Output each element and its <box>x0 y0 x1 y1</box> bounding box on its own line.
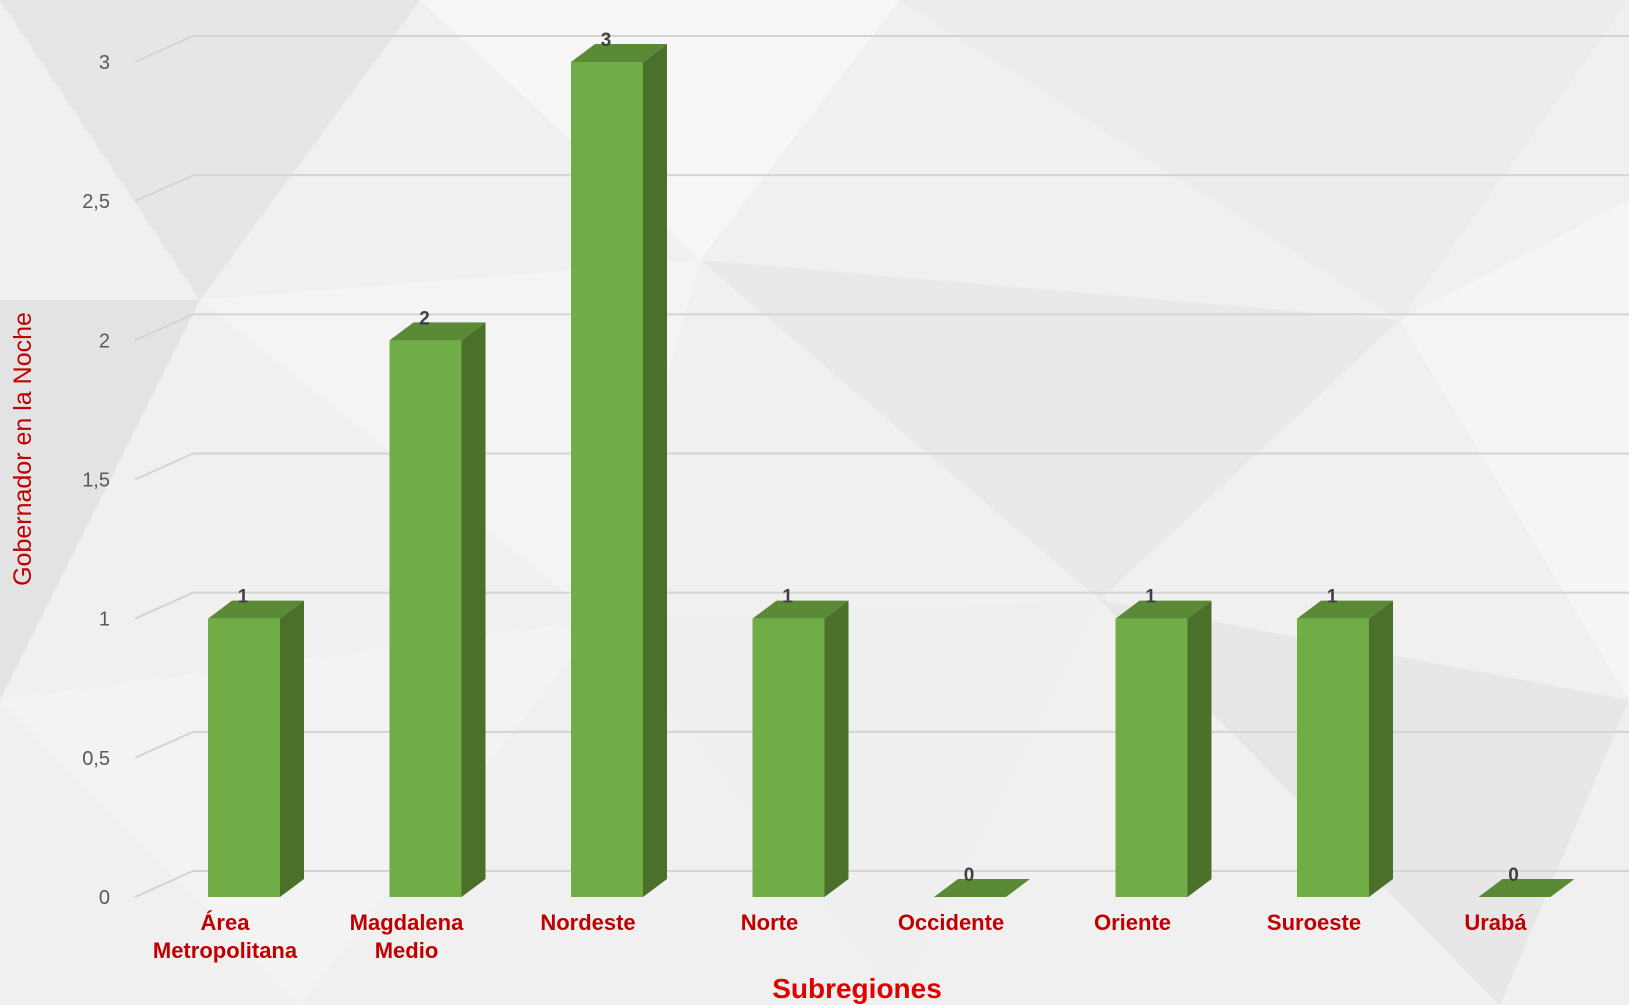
bar-front <box>1297 618 1369 897</box>
data-label: 1 <box>782 587 793 608</box>
x-axis-title: Subregiones <box>772 973 942 1004</box>
bar-top <box>1115 600 1212 619</box>
bar-front <box>752 618 825 897</box>
bar <box>752 600 849 897</box>
y-tick-label: 1,5 <box>82 470 110 492</box>
bar-side <box>280 600 304 897</box>
y-tick-label: 1 <box>99 609 110 631</box>
bar-top <box>389 322 486 341</box>
bar <box>389 322 486 897</box>
bars <box>208 44 1575 897</box>
bar <box>934 879 1030 897</box>
bar-side <box>824 600 849 897</box>
bar-top <box>1478 879 1575 897</box>
data-label: 2 <box>419 308 430 329</box>
gridline-diagonal <box>134 591 194 620</box>
y-tick-label: 0 <box>99 887 110 909</box>
x-tick-label: Urabá <box>1464 910 1527 935</box>
bar-side <box>1369 600 1393 897</box>
y-tick-label: 0,5 <box>82 748 110 770</box>
x-tick-label: Área Metropolitana <box>153 910 298 963</box>
gridline-diagonal <box>134 452 194 481</box>
bar-top <box>1297 600 1393 619</box>
data-label: 1 <box>1145 587 1156 608</box>
bar-side <box>643 44 667 897</box>
data-label: 1 <box>238 587 249 608</box>
y-tick-label: 3 <box>99 52 110 74</box>
y-axis-title: Gobernador en la Noche <box>9 312 37 586</box>
y-tick-label: 2,5 <box>82 191 110 213</box>
data-label: 1 <box>1327 587 1338 608</box>
data-label: 0 <box>1508 865 1519 886</box>
data-labels: 1 2 3 1 0 1 1 0 <box>238 30 1519 886</box>
bar <box>1478 879 1575 897</box>
x-axis-categories: Área Metropolitana Magdalena Medio Nordeste N… <box>153 910 1528 963</box>
bar-front <box>571 62 643 897</box>
y-axis-ticks: 0 0,5 1 1,5 2 2,5 3 <box>82 52 110 909</box>
bar-top <box>571 44 667 62</box>
y-tick-label: 2 <box>99 330 110 352</box>
bar-side <box>461 322 486 897</box>
x-tick-label: Norte <box>741 910 798 935</box>
bar-front <box>389 340 462 897</box>
gridline-diagonal <box>134 35 194 63</box>
gridline-diagonal <box>134 313 194 342</box>
data-label: 3 <box>601 30 612 51</box>
x-tick-label: Nordeste <box>540 910 635 935</box>
gridline-diagonal <box>134 730 194 759</box>
bar <box>571 44 667 897</box>
bar-top <box>752 600 849 619</box>
bar-side <box>1187 600 1212 897</box>
bar <box>1297 600 1393 897</box>
gridline-diagonal <box>134 870 194 898</box>
x-tick-label: Oriente <box>1094 910 1171 935</box>
bar <box>208 600 304 897</box>
gridline-diagonal <box>134 174 194 203</box>
bar-top <box>934 879 1030 897</box>
bar-top <box>208 600 304 619</box>
data-label: 0 <box>964 865 975 886</box>
bar <box>1115 600 1212 897</box>
x-tick-label: Suroeste <box>1267 910 1361 935</box>
bar-front <box>1115 618 1188 897</box>
x-tick-label: Magdalena Medio <box>350 910 464 963</box>
bar-front <box>208 618 280 897</box>
x-tick-label: Occidente <box>898 910 1004 935</box>
